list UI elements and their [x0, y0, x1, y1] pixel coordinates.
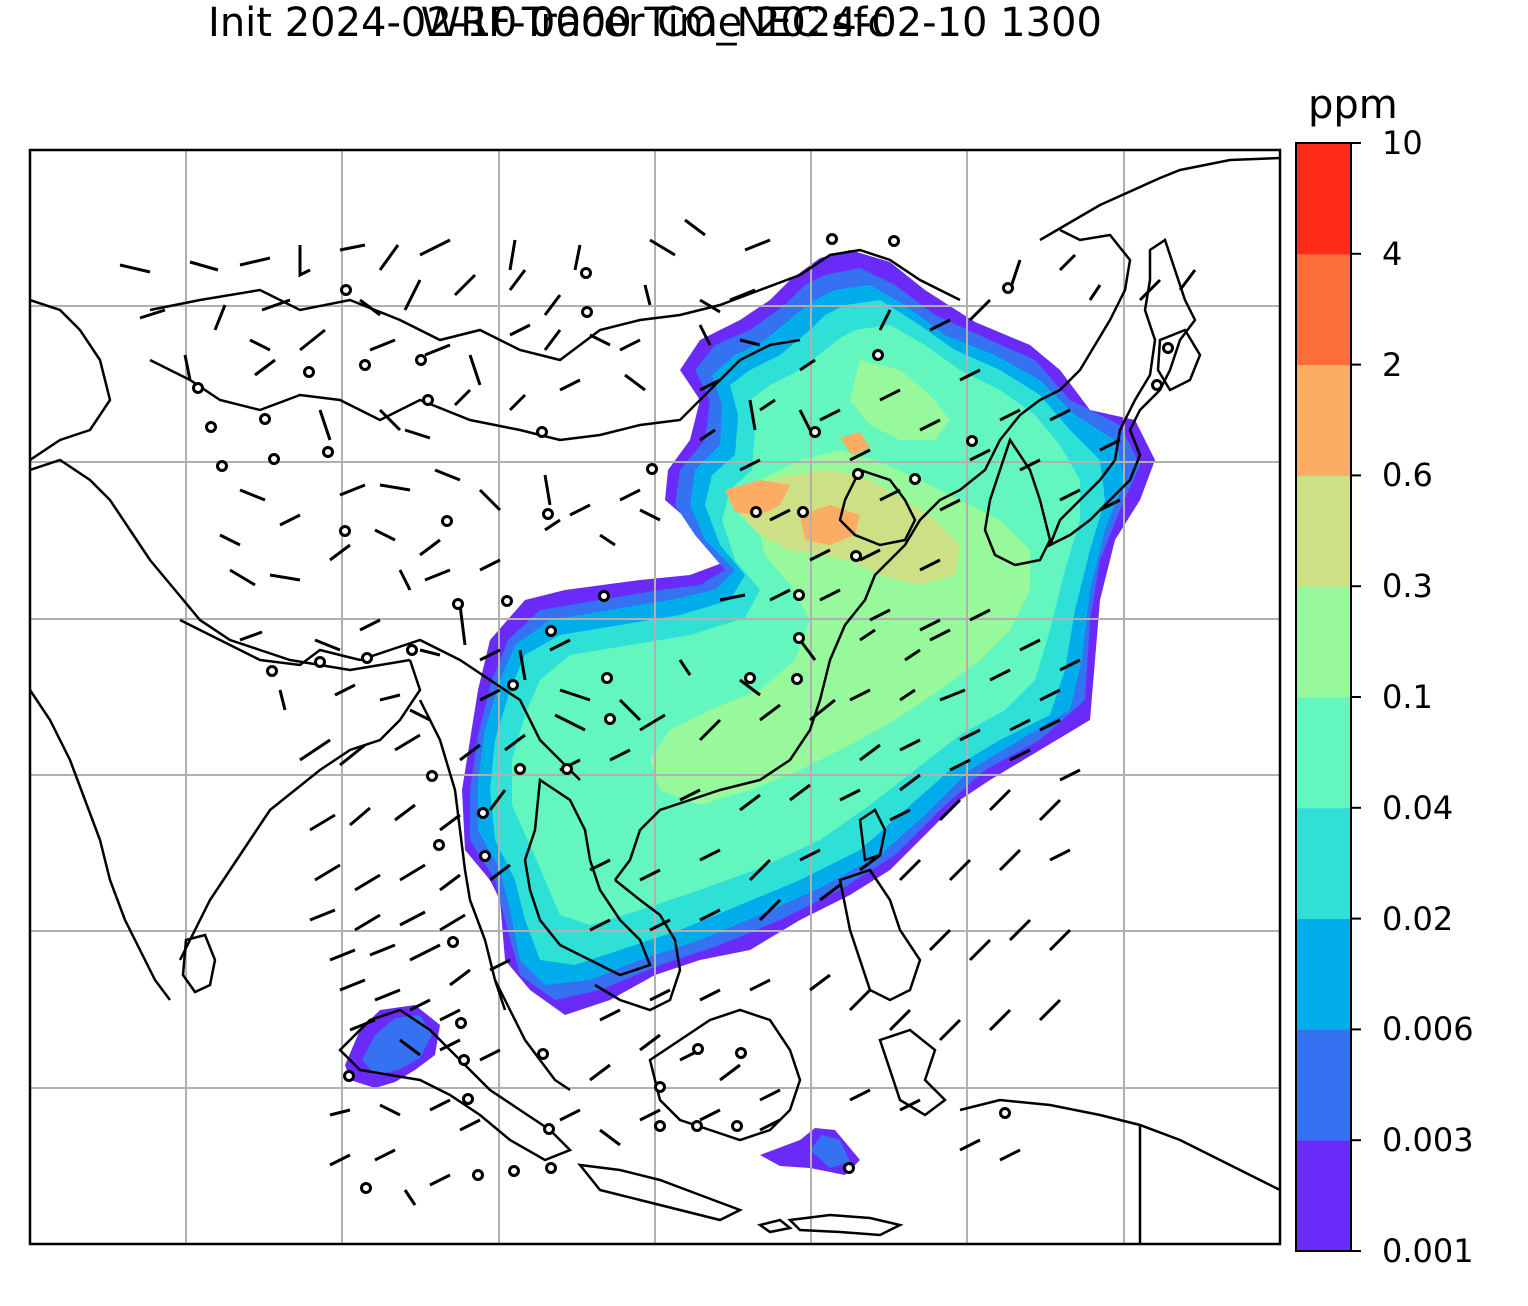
coast-india-west: [30, 689, 171, 1001]
plume-patch-java-inner: [810, 1135, 850, 1168]
chart-title-line2: Init 2024-02-10 0000 Time 2024-02-10 130…: [208, 0, 1102, 46]
coast-philippines: [838, 868, 922, 1002]
chart-title-line1: WRF-Tracer CO_NEC sfc: [420, 0, 890, 46]
colorbar-tick-label: 0.1: [1382, 678, 1433, 716]
coast-japan: [1047, 238, 1197, 548]
colorbar-tick-label: 0.003: [1382, 1121, 1474, 1160]
colorbar-tick-label: 0.02: [1382, 899, 1454, 938]
colorbar-segment: [1296, 1140, 1351, 1252]
colorbar-tick-label: 0.006: [1382, 1010, 1474, 1049]
colorbar-tick-label: 0.3: [1382, 567, 1433, 606]
colorbar: [1295, 142, 1361, 1252]
coast-java: [577, 1163, 744, 1222]
coast-korea-japan: [844, 228, 1132, 626]
coast-hokkaido: [1156, 328, 1202, 392]
coast-indochina: [523, 777, 652, 977]
colorbar-segment: [1296, 807, 1351, 920]
colorbar-segment: [1296, 364, 1351, 476]
colorbar-segment: [1296, 475, 1351, 587]
coast-burma: [418, 699, 507, 1011]
coast-mongolia: [149, 248, 961, 362]
map-frame: [28, 148, 1282, 1246]
plume-patch-sumatra-inner: [362, 1015, 432, 1075]
plume-level-8: [725, 480, 790, 515]
plume-level-8c: [840, 432, 870, 455]
colorbar-segment: [1296, 586, 1351, 698]
coast-sumatra: [338, 1008, 573, 1162]
coast-china-east: [614, 624, 847, 881]
colorbar-segment: [1296, 1029, 1351, 1141]
colorbar-unit-label: ppm: [1308, 82, 1398, 128]
coastlines: [30, 156, 1280, 1244]
coast-malay: [493, 979, 571, 1092]
coast-north-east: [1039, 156, 1280, 242]
colorbar-tick-label: 0.001: [1382, 1232, 1474, 1270]
plume-level-6b: [850, 360, 950, 440]
gridlines: [30, 150, 1280, 1244]
colorbar-segment: [1296, 143, 1351, 255]
coast-srilanka: [181, 933, 217, 994]
coast-india: [30, 458, 411, 672]
colorbar-segment: [1296, 253, 1351, 366]
colorbar-tick-label: 0.04: [1382, 788, 1454, 827]
coast-taiwan: [858, 808, 887, 862]
calm-circles: [192, 233, 1174, 1194]
colorbar-tick-label: 0.6: [1382, 456, 1433, 495]
colorbar-tick-label: 4: [1382, 234, 1403, 273]
border-china-southwest: [389, 638, 581, 781]
coast-sulawesi: [878, 1028, 947, 1117]
co-plume: [345, 250, 1155, 1175]
plume-level-8b: [800, 505, 860, 545]
coast-timor: [787, 1213, 904, 1237]
colorbar-segment: [1296, 697, 1351, 809]
coast-korea: [983, 437, 1052, 567]
coast-vietnam: [594, 879, 682, 1012]
coast-borneo: [648, 1008, 802, 1142]
coast-lesser-sunda: [757, 1218, 793, 1234]
wind-barbs: [119, 218, 1197, 1206]
border-tibet: [179, 618, 391, 667]
colorbar-tick-label: 2: [1382, 345, 1403, 384]
border-pakistan: [30, 298, 112, 462]
colorbar-tick-label: 10: [1382, 124, 1423, 162]
coast-india-east: [178, 659, 422, 961]
colorbar-segment: [1296, 918, 1351, 1030]
